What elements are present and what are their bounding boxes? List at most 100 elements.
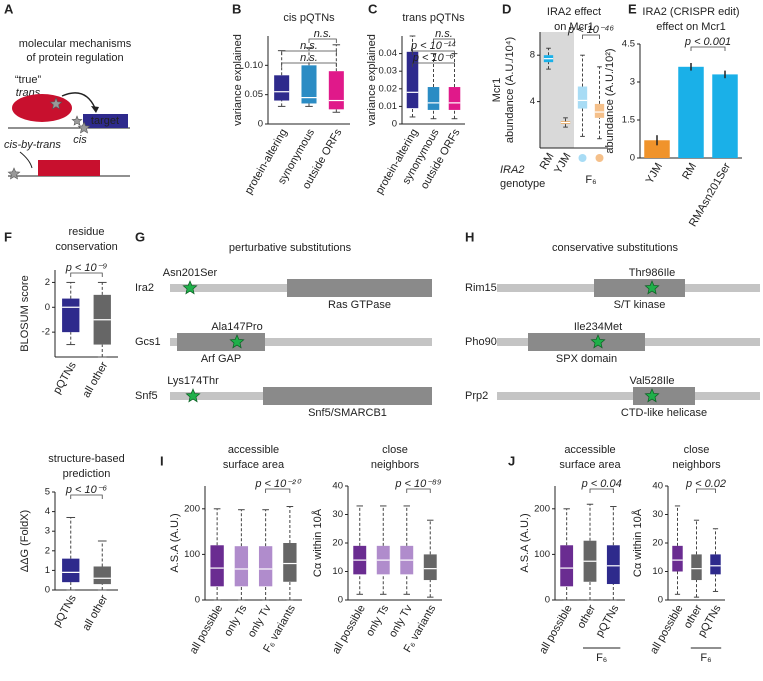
arrow-head (91, 106, 99, 113)
y-tick-label: 0.03 (379, 66, 398, 77)
bar (712, 74, 738, 158)
y-tick-label: 10 (652, 566, 663, 577)
y-tick-label: 100 (534, 549, 550, 560)
regulator-gene (38, 160, 100, 176)
chart-title: neighbors (672, 459, 721, 471)
y-axis-label: ΔΔG (FoldX) (19, 510, 31, 572)
x-tick-label: pQTNs (51, 593, 79, 630)
box (258, 546, 273, 587)
chart-title: conservation (55, 241, 117, 253)
protein-name: Gcs1 (135, 336, 161, 348)
annotation: p < 10⁻¹⁴ (410, 40, 456, 52)
domain (177, 333, 265, 351)
bracket (281, 50, 337, 55)
chart-title: trans pQTNs (402, 12, 465, 24)
bracket (412, 50, 455, 55)
protein-bar (497, 392, 760, 400)
domain-name: S/T kinase (614, 299, 666, 311)
box (577, 86, 588, 109)
box (62, 558, 80, 583)
bracket (433, 38, 455, 43)
variant-star (644, 388, 660, 403)
box (606, 545, 620, 585)
domain (287, 279, 432, 297)
group-label: F₆ (596, 652, 607, 664)
target-gene (83, 114, 128, 128)
protein-name: Pho90 (465, 336, 497, 348)
arrow (19, 151, 33, 169)
box (406, 51, 419, 109)
panel-label: F (4, 229, 12, 244)
panel-label: B (232, 1, 241, 16)
bracket (70, 272, 103, 277)
y-axis-label: A.S.A (A.U.) (169, 513, 181, 572)
domain-name: SPX domain (556, 353, 617, 365)
y-tick-label: 0.10 (245, 60, 264, 71)
y-tick-label: 40 (652, 481, 663, 492)
y-tick-label: 3 (630, 77, 635, 88)
domain-name: Snf5/SMARCB1 (308, 407, 387, 419)
box (448, 87, 461, 110)
bracket (70, 494, 103, 499)
bracket (406, 488, 431, 493)
box (210, 545, 224, 587)
x-tick-label: all possible (188, 603, 226, 656)
bracket (690, 46, 726, 51)
diagram-title: molecular mechanisms (19, 38, 132, 50)
trans-factor (12, 94, 72, 122)
y-tick-label: 2 (45, 545, 50, 556)
chart-title: neighbors (371, 459, 420, 471)
mutation: Thr986Ile (629, 267, 675, 279)
bracket (589, 488, 614, 493)
panel-label: C (368, 1, 378, 16)
y-tick-label: 0 (630, 153, 635, 164)
mutation: Asn201Ser (163, 267, 218, 279)
chart-title: structure-based (48, 453, 124, 465)
bracket (582, 34, 600, 39)
box (301, 65, 317, 104)
chart-title: IRA2 effect (547, 6, 601, 18)
mutation: Lys174Thr (167, 375, 219, 387)
y-tick-label: 0.01 (379, 101, 398, 112)
box (710, 554, 721, 575)
y-tick-label: 0 (392, 119, 397, 130)
annotation: p < 10⁻⁶ (65, 484, 108, 496)
bar (678, 66, 704, 158)
annotation: p < 0.04 (581, 478, 622, 490)
variant-star (229, 334, 245, 349)
background-shade (540, 32, 574, 148)
y-tick-label: 100 (184, 549, 200, 560)
y-tick-label: 4.5 (622, 39, 635, 50)
y-tick-label: 0 (338, 595, 343, 606)
bracket (412, 62, 455, 67)
y-axis-label: BLOSUM score (19, 275, 31, 351)
y-tick-label: 3 (45, 526, 50, 537)
protein-name: Prp2 (465, 390, 488, 402)
annotation: n.s. (300, 52, 318, 64)
box (234, 546, 249, 587)
variant-star (185, 388, 201, 403)
box (691, 554, 702, 581)
arrow (61, 92, 96, 109)
y-axis-label: abundance (A.U./10²) (604, 48, 616, 153)
domain-name: Arf GAP (201, 353, 241, 365)
panel-label: G (135, 229, 145, 244)
protein-name: Snf5 (135, 390, 158, 402)
chart-title: IRA2 (CRISPR edit) (642, 6, 739, 18)
y-tick-label: 40 (332, 481, 343, 492)
label: cis-by-trans (4, 139, 61, 151)
y-axis-label: Mcr1 (491, 78, 503, 102)
annotation: p < 0.001 (684, 36, 731, 48)
x-tick-label: pQTNs (594, 603, 622, 640)
variant-star (7, 167, 21, 180)
y-tick-label: 8 (530, 50, 535, 61)
chart-title: on Mcr1 (554, 21, 594, 33)
y-tick-label: 0.02 (379, 83, 398, 94)
x-tick-label: all possible (648, 603, 686, 656)
y-tick-label: 30 (652, 509, 663, 520)
box (594, 103, 605, 118)
chart-title: accessible (564, 444, 615, 456)
domain-name: Ras GTPase (328, 299, 391, 311)
legend-title: genotype (500, 178, 545, 190)
